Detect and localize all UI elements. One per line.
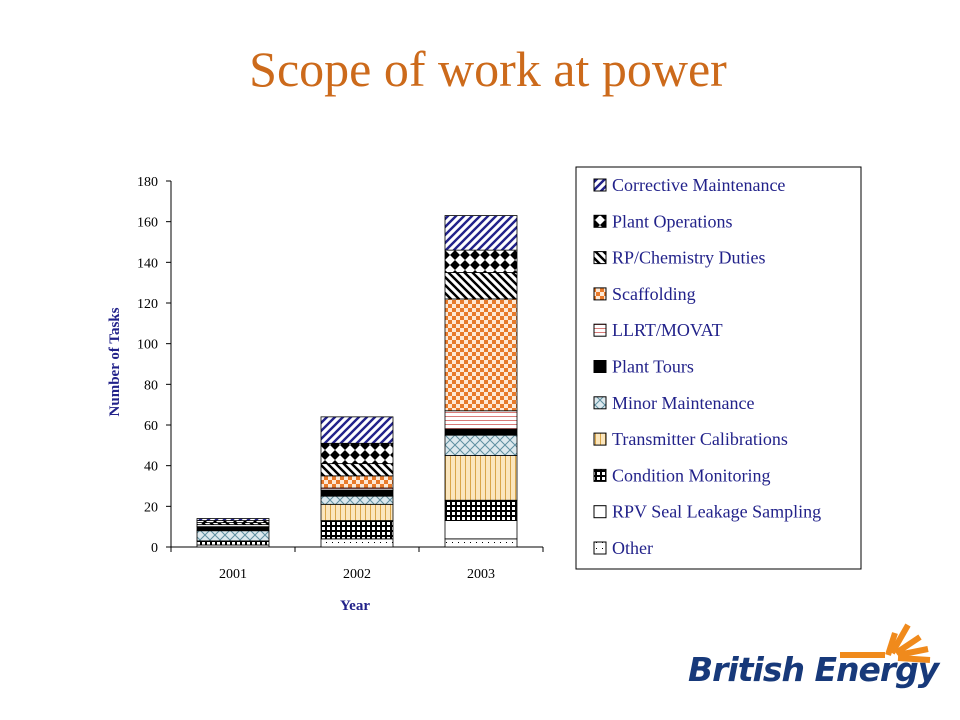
bar-segment-rpv-seal-leakage-sampling-2003 bbox=[444, 520, 518, 540]
bar-segment-minor-maintenance-2003 bbox=[444, 434, 518, 456]
legend-label-scaffolding: Scaffolding bbox=[612, 284, 696, 304]
y-tick-label: 0 bbox=[151, 541, 158, 556]
bar-segment-plant-operations-2002 bbox=[320, 442, 394, 465]
legend-label-rp-chemistry-duties: RP/Chemistry Duties bbox=[612, 248, 766, 268]
bar-segment-minor-maintenance-2002 bbox=[320, 495, 394, 505]
bar-segment-condition-monitoring-2001 bbox=[196, 540, 270, 546]
legend-label-transmitter-calibrations: Transmitter Calibrations bbox=[612, 429, 788, 449]
legend-swatch-plant-tours bbox=[593, 360, 607, 373]
x-axis-title: Year bbox=[340, 598, 370, 614]
legend-swatch-scaffolding bbox=[593, 287, 607, 301]
y-tick-label: 60 bbox=[144, 419, 158, 434]
bar-segment-plant-operations-2003 bbox=[444, 249, 518, 273]
bar-segment-plant-tours-2002 bbox=[320, 489, 394, 497]
legend-label-minor-maintenance: Minor Maintenance bbox=[612, 393, 754, 413]
y-tick-label: 40 bbox=[144, 460, 158, 475]
y-tick-label: 160 bbox=[137, 216, 158, 231]
bar-segment-condition-monitoring-2003 bbox=[444, 499, 518, 521]
legend-swatch-plant-operations bbox=[593, 214, 607, 228]
bar-segment-scaffolding-2002 bbox=[320, 475, 394, 489]
bar-segment-transmitter-calibrations-2002 bbox=[320, 503, 394, 521]
bar-segment-minor-maintenance-2001 bbox=[196, 530, 270, 542]
logo-text: British Energy bbox=[688, 650, 939, 689]
x-tick-label: 2002 bbox=[343, 567, 371, 582]
y-tick-label: 20 bbox=[144, 500, 158, 515]
y-tick-label: 100 bbox=[137, 338, 158, 353]
legend-label-corrective-maintenance: Corrective Maintenance bbox=[612, 175, 785, 195]
legend-swatch-transmitter-calibrations bbox=[593, 432, 607, 446]
bar-segment-rp-chemistry-duties-2003 bbox=[444, 272, 518, 300]
legend-swatch-condition-monitoring bbox=[593, 468, 607, 482]
y-tick-label: 120 bbox=[137, 297, 158, 312]
y-tick-label: 180 bbox=[137, 175, 158, 190]
british-energy-logo: British Energy bbox=[680, 615, 940, 705]
legend-label-other: Other bbox=[612, 538, 653, 558]
legend-label-rpv-seal-leakage-sampling: RPV Seal Leakage Sampling bbox=[612, 502, 821, 522]
legend-box bbox=[575, 166, 862, 570]
bar-segment-other-2002 bbox=[320, 538, 394, 548]
bar-segment-transmitter-calibrations-2003 bbox=[444, 455, 518, 501]
y-axis-title: Number of Tasks bbox=[107, 307, 123, 416]
sunburst-icon bbox=[840, 623, 931, 663]
y-tick-label: 80 bbox=[144, 378, 158, 393]
bar-segment-plant-tours-2003 bbox=[444, 428, 518, 436]
legend-swatch-minor-maintenance bbox=[593, 396, 607, 410]
legend-swatch-llrt-movat bbox=[593, 323, 607, 337]
legend-label-plant-tours: Plant Tours bbox=[612, 357, 694, 377]
bar-segment-corrective-maintenance-2002 bbox=[320, 416, 394, 444]
bar-segment-scaffolding-2003 bbox=[444, 298, 518, 412]
y-tick-label: 140 bbox=[137, 256, 158, 271]
bar-segment-corrective-maintenance-2003 bbox=[444, 215, 518, 251]
legend-swatch-rpv-seal-leakage-sampling bbox=[593, 505, 607, 519]
legend-swatch-rp-chemistry-duties bbox=[593, 251, 607, 265]
legend-swatch-corrective-maintenance bbox=[593, 178, 607, 192]
slide-title: Scope of work at power bbox=[249, 41, 727, 97]
bar-segment-corrective-maintenance-2001 bbox=[196, 518, 270, 521]
legend-label-condition-monitoring: Condition Monitoring bbox=[612, 465, 771, 485]
bar-segment-other-2003 bbox=[444, 538, 518, 548]
bar-segment-plant-tours-2001 bbox=[196, 526, 270, 532]
bar-segment-condition-monitoring-2002 bbox=[320, 520, 394, 540]
bar-segment-llrt-movat-2003 bbox=[444, 410, 518, 430]
legend-label-llrt-movat: LLRT/MOVAT bbox=[612, 320, 723, 340]
x-tick-label: 2001 bbox=[219, 567, 247, 582]
legend-swatch-other bbox=[593, 541, 607, 555]
legend-label-plant-operations: Plant Operations bbox=[612, 211, 732, 231]
bar-segment-rp-chemistry-duties-2002 bbox=[320, 463, 394, 477]
x-tick-label: 2003 bbox=[467, 567, 495, 582]
